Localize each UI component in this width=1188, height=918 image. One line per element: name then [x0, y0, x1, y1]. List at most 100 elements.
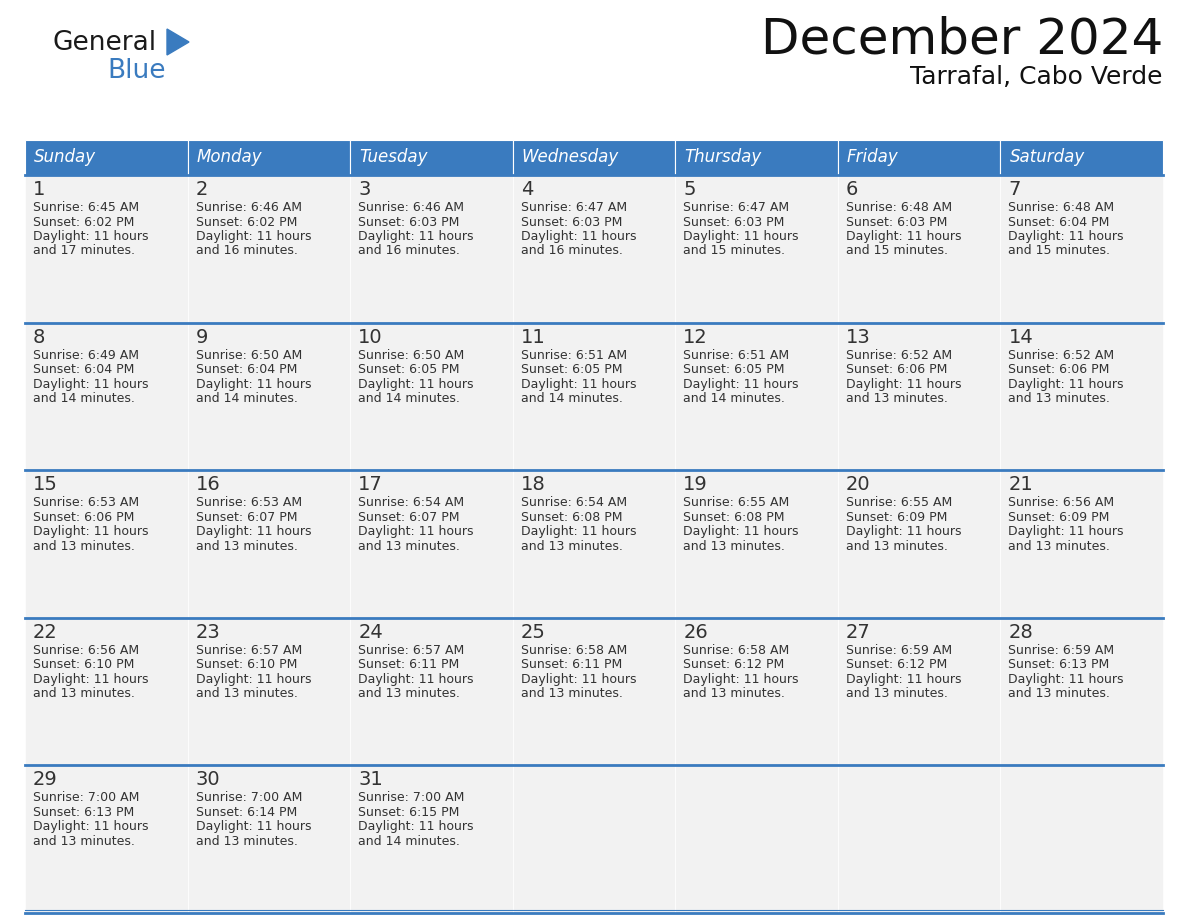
Text: and 13 minutes.: and 13 minutes.: [846, 688, 948, 700]
Text: Sunset: 6:13 PM: Sunset: 6:13 PM: [33, 806, 134, 819]
Text: and 13 minutes.: and 13 minutes.: [846, 392, 948, 405]
Text: Daylight: 11 hours: Daylight: 11 hours: [33, 377, 148, 390]
Text: December 2024: December 2024: [760, 15, 1163, 63]
Text: Sunrise: 7:00 AM: Sunrise: 7:00 AM: [196, 791, 302, 804]
Text: and 15 minutes.: and 15 minutes.: [846, 244, 948, 258]
Text: Daylight: 11 hours: Daylight: 11 hours: [358, 377, 474, 390]
Text: Sunset: 6:05 PM: Sunset: 6:05 PM: [520, 364, 623, 376]
Text: Sunset: 6:03 PM: Sunset: 6:03 PM: [846, 216, 947, 229]
Bar: [675, 175, 838, 322]
Text: 7: 7: [1009, 180, 1020, 199]
Text: Daylight: 11 hours: Daylight: 11 hours: [358, 230, 474, 243]
Text: 31: 31: [358, 770, 383, 789]
Text: Sunrise: 6:56 AM: Sunrise: 6:56 AM: [1009, 497, 1114, 509]
Text: Daylight: 11 hours: Daylight: 11 hours: [846, 525, 961, 538]
Text: Sunrise: 6:58 AM: Sunrise: 6:58 AM: [520, 644, 627, 656]
Text: 25: 25: [520, 622, 545, 642]
Bar: [25, 766, 188, 913]
Text: Sunrise: 6:57 AM: Sunrise: 6:57 AM: [358, 644, 465, 656]
Text: Daylight: 11 hours: Daylight: 11 hours: [358, 525, 474, 538]
Text: Daylight: 11 hours: Daylight: 11 hours: [196, 230, 311, 243]
Text: and 17 minutes.: and 17 minutes.: [33, 244, 135, 258]
Text: 3: 3: [358, 180, 371, 199]
Text: and 14 minutes.: and 14 minutes.: [358, 392, 460, 405]
Text: Daylight: 11 hours: Daylight: 11 hours: [33, 525, 148, 538]
Bar: [25, 175, 188, 322]
Text: Sunset: 6:12 PM: Sunset: 6:12 PM: [846, 658, 947, 671]
Text: Sunrise: 6:55 AM: Sunrise: 6:55 AM: [683, 497, 790, 509]
Text: Daylight: 11 hours: Daylight: 11 hours: [1009, 230, 1124, 243]
Text: Sunrise: 6:46 AM: Sunrise: 6:46 AM: [196, 201, 302, 214]
Text: Sunday: Sunday: [34, 148, 96, 165]
Text: Blue: Blue: [107, 58, 165, 84]
Text: Sunset: 6:11 PM: Sunset: 6:11 PM: [358, 658, 460, 671]
Text: and 13 minutes.: and 13 minutes.: [683, 540, 785, 553]
Text: Daylight: 11 hours: Daylight: 11 hours: [358, 673, 474, 686]
Text: 16: 16: [196, 476, 220, 494]
Text: Sunset: 6:04 PM: Sunset: 6:04 PM: [1009, 216, 1110, 229]
Text: 30: 30: [196, 770, 220, 789]
Text: Sunrise: 6:50 AM: Sunrise: 6:50 AM: [358, 349, 465, 362]
Bar: [675, 140, 838, 175]
Bar: [25, 470, 188, 618]
Bar: [675, 618, 838, 766]
Text: Saturday: Saturday: [1010, 148, 1085, 165]
Text: Daylight: 11 hours: Daylight: 11 hours: [196, 377, 311, 390]
Text: Sunrise: 6:50 AM: Sunrise: 6:50 AM: [196, 349, 302, 362]
Text: 15: 15: [33, 476, 58, 494]
Text: Sunset: 6:07 PM: Sunset: 6:07 PM: [196, 510, 297, 523]
Bar: [350, 175, 513, 322]
Text: Sunrise: 6:47 AM: Sunrise: 6:47 AM: [683, 201, 789, 214]
Bar: [513, 766, 675, 913]
Bar: [188, 618, 350, 766]
Text: and 13 minutes.: and 13 minutes.: [196, 834, 297, 848]
Text: Sunrise: 6:48 AM: Sunrise: 6:48 AM: [1009, 201, 1114, 214]
Text: and 14 minutes.: and 14 minutes.: [520, 392, 623, 405]
Text: Sunset: 6:03 PM: Sunset: 6:03 PM: [520, 216, 623, 229]
Bar: [1000, 140, 1163, 175]
Text: Sunset: 6:02 PM: Sunset: 6:02 PM: [33, 216, 134, 229]
Bar: [25, 322, 188, 470]
Bar: [188, 470, 350, 618]
Text: Thursday: Thursday: [684, 148, 762, 165]
Text: Sunrise: 6:51 AM: Sunrise: 6:51 AM: [520, 349, 627, 362]
Text: Sunrise: 6:52 AM: Sunrise: 6:52 AM: [846, 349, 952, 362]
Text: 6: 6: [846, 180, 858, 199]
Text: Sunrise: 6:59 AM: Sunrise: 6:59 AM: [1009, 644, 1114, 656]
Text: Daylight: 11 hours: Daylight: 11 hours: [1009, 525, 1124, 538]
Text: Daylight: 11 hours: Daylight: 11 hours: [33, 821, 148, 834]
Text: Sunset: 6:06 PM: Sunset: 6:06 PM: [33, 510, 134, 523]
Bar: [675, 470, 838, 618]
Bar: [1000, 618, 1163, 766]
Text: Daylight: 11 hours: Daylight: 11 hours: [33, 673, 148, 686]
Text: Daylight: 11 hours: Daylight: 11 hours: [33, 230, 148, 243]
Text: Sunset: 6:09 PM: Sunset: 6:09 PM: [1009, 510, 1110, 523]
Text: Sunrise: 6:46 AM: Sunrise: 6:46 AM: [358, 201, 465, 214]
Text: Sunset: 6:05 PM: Sunset: 6:05 PM: [358, 364, 460, 376]
Bar: [838, 140, 1000, 175]
Text: General: General: [52, 30, 156, 56]
Text: Daylight: 11 hours: Daylight: 11 hours: [683, 377, 798, 390]
Text: and 13 minutes.: and 13 minutes.: [1009, 392, 1111, 405]
Bar: [838, 766, 1000, 913]
Text: and 13 minutes.: and 13 minutes.: [520, 540, 623, 553]
Bar: [838, 175, 1000, 322]
Text: and 14 minutes.: and 14 minutes.: [358, 834, 460, 848]
Bar: [675, 322, 838, 470]
Text: 17: 17: [358, 476, 383, 494]
Text: Sunrise: 6:52 AM: Sunrise: 6:52 AM: [1009, 349, 1114, 362]
Text: and 13 minutes.: and 13 minutes.: [33, 688, 135, 700]
Bar: [838, 322, 1000, 470]
Text: Sunrise: 6:55 AM: Sunrise: 6:55 AM: [846, 497, 952, 509]
Text: Sunset: 6:03 PM: Sunset: 6:03 PM: [358, 216, 460, 229]
Text: and 13 minutes.: and 13 minutes.: [358, 688, 460, 700]
Text: Sunset: 6:03 PM: Sunset: 6:03 PM: [683, 216, 784, 229]
Text: 18: 18: [520, 476, 545, 494]
Text: and 13 minutes.: and 13 minutes.: [33, 540, 135, 553]
Text: Daylight: 11 hours: Daylight: 11 hours: [846, 230, 961, 243]
Text: Sunset: 6:12 PM: Sunset: 6:12 PM: [683, 658, 784, 671]
Text: 29: 29: [33, 770, 58, 789]
Text: and 13 minutes.: and 13 minutes.: [1009, 688, 1111, 700]
Bar: [1000, 175, 1163, 322]
Text: Friday: Friday: [847, 148, 898, 165]
